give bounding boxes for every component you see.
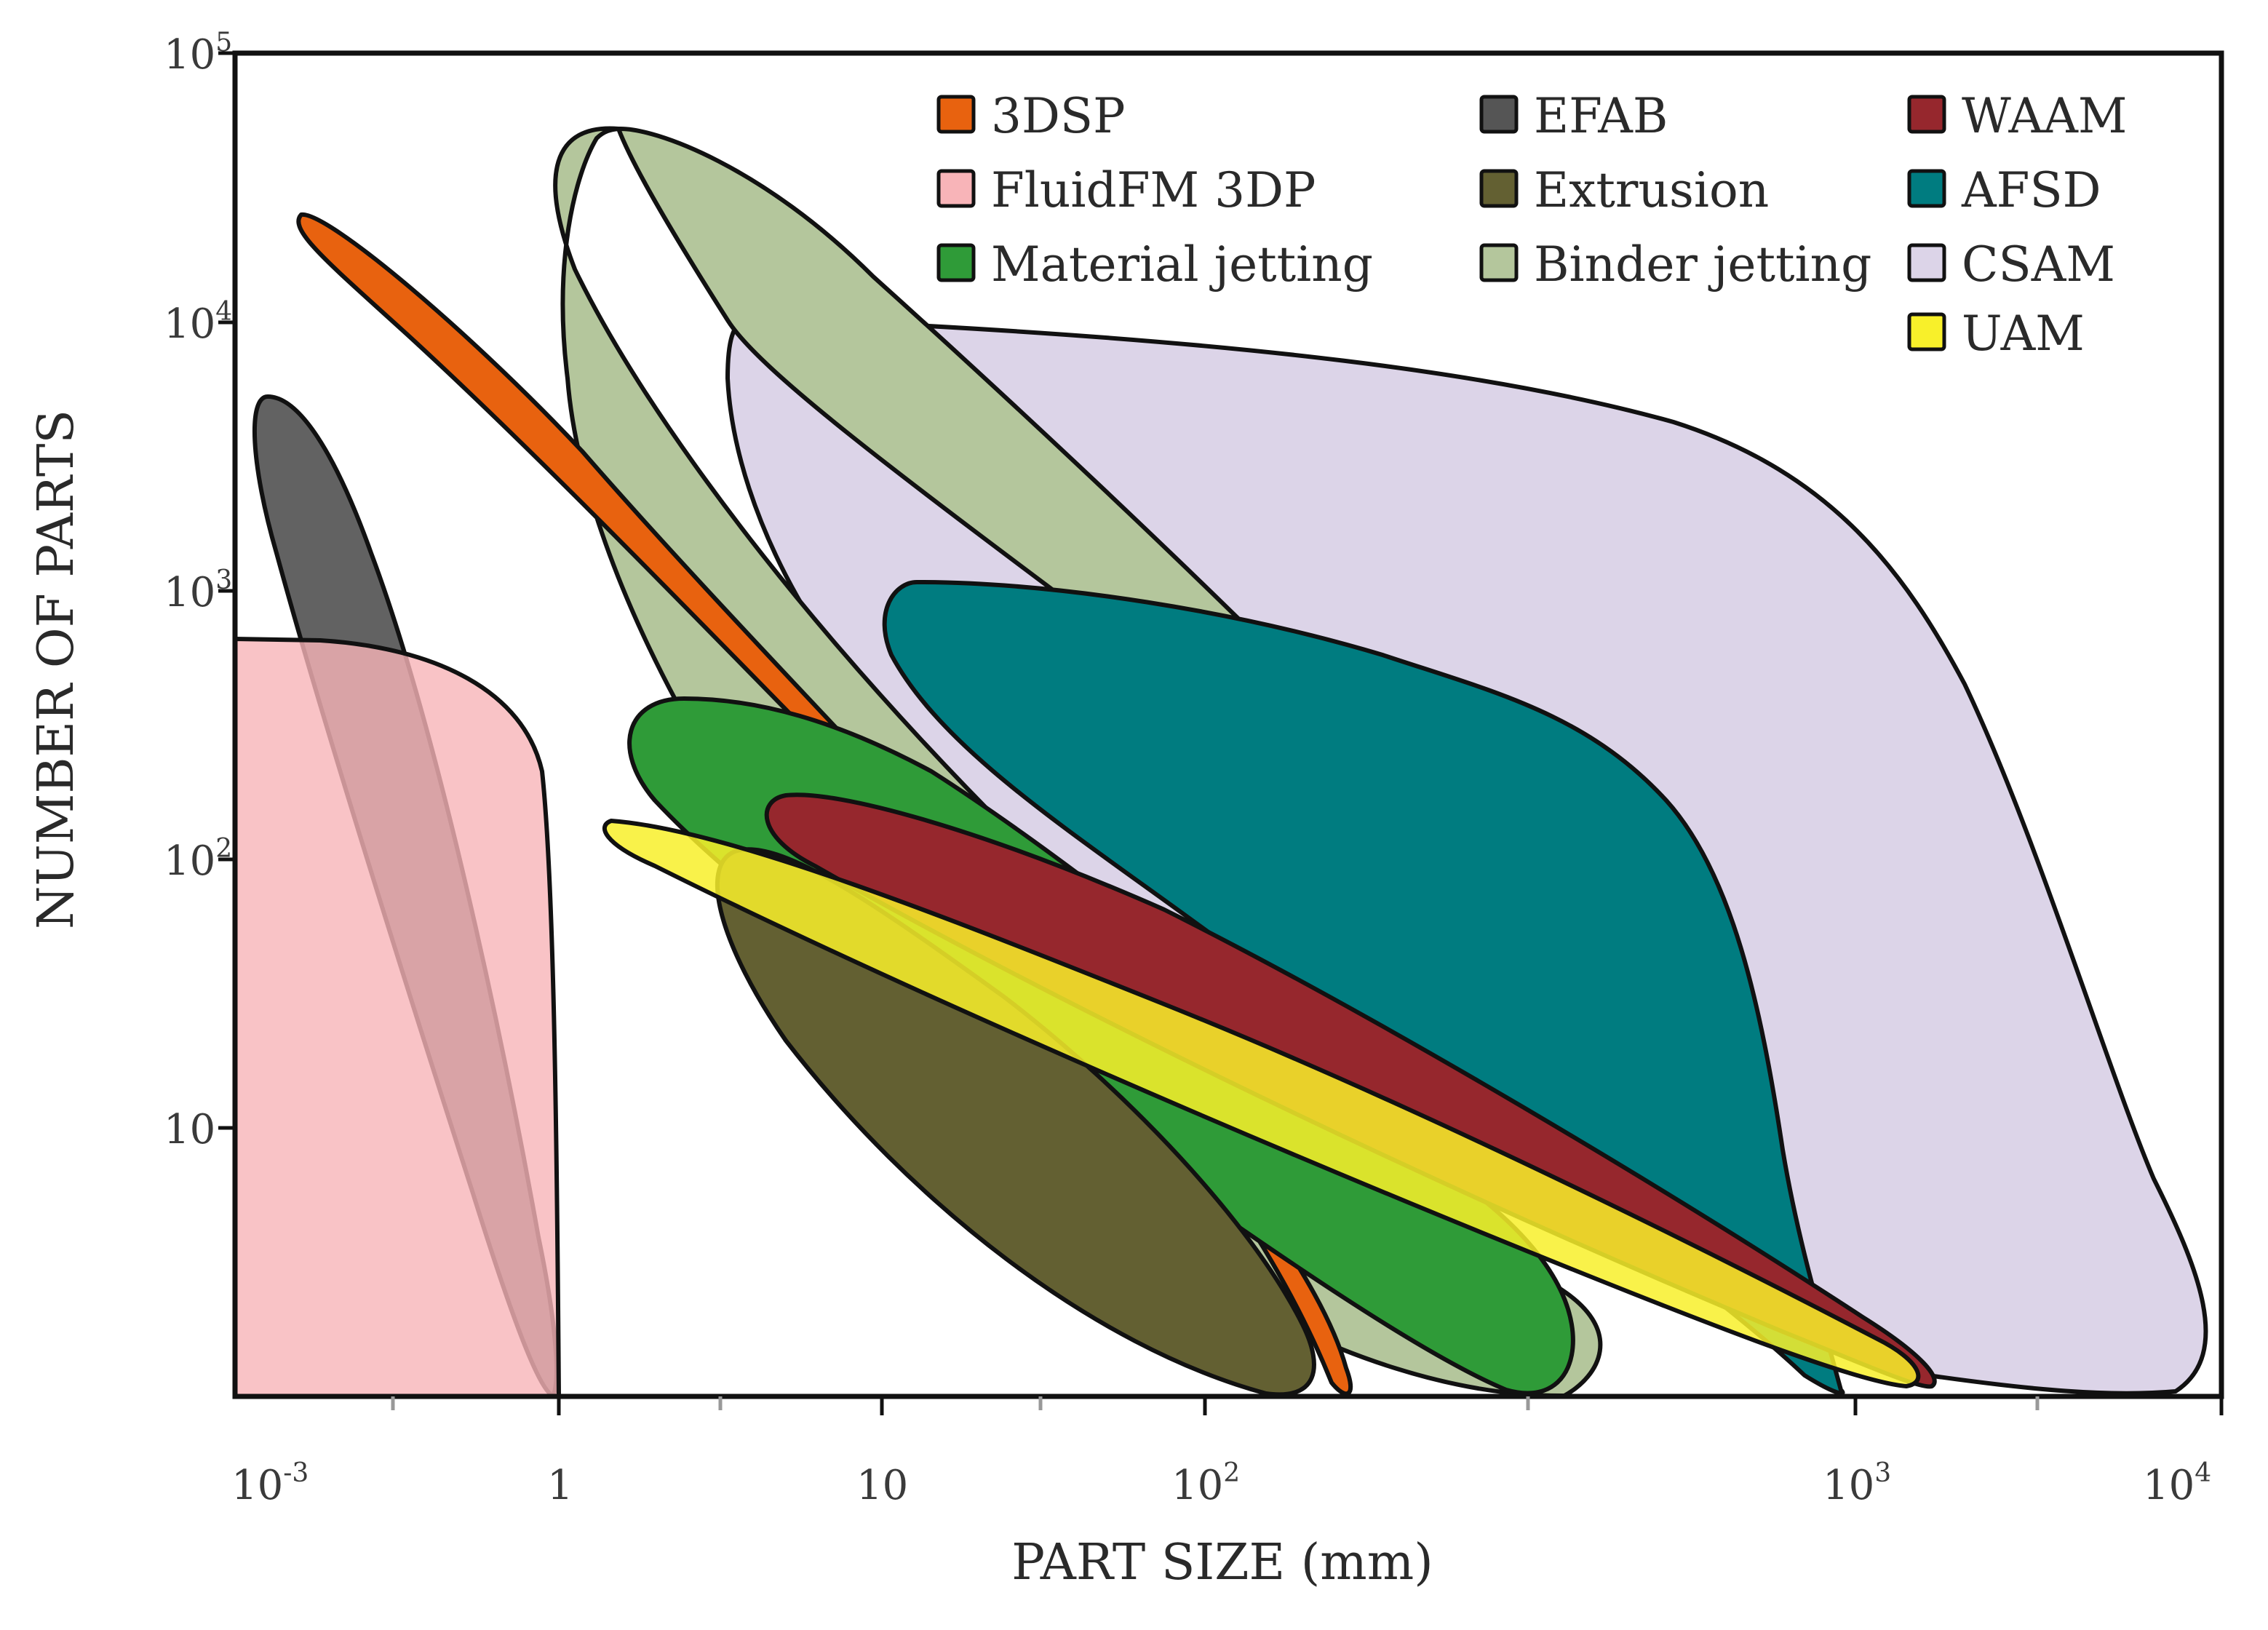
legend-label: Binder jetting xyxy=(1534,236,1871,293)
legend-item-matjet: Material jetting xyxy=(936,236,1373,293)
legend-swatch xyxy=(1907,95,1946,134)
y-tick-labels: 105 104 103 102 10 xyxy=(164,28,232,1153)
legend-label: FluidFM 3DP xyxy=(991,162,1316,218)
x-tick-label: 1 xyxy=(547,1462,573,1509)
y-tick-label: 103 xyxy=(164,565,232,616)
y-tick-label: 102 xyxy=(164,834,232,885)
y-tick-label: 10 xyxy=(164,1106,215,1153)
regions xyxy=(233,126,2208,1399)
legend-item-3dsp: 3DSP xyxy=(936,88,1126,144)
region-3dsp xyxy=(296,212,1353,1396)
legend-swatch xyxy=(936,243,976,282)
y-ticks xyxy=(218,51,235,1130)
legend: 3DSP FluidFM 3DP Material jetting EFAB E… xyxy=(936,88,2127,362)
legend-swatch xyxy=(1479,243,1519,282)
legend-swatch xyxy=(1907,243,1946,282)
legend-item-afsd: AFSD xyxy=(1907,162,2101,218)
legend-label: AFSD xyxy=(1961,162,2101,218)
y-tick-label: 104 xyxy=(164,297,232,348)
legend-item-uam: UAM xyxy=(1907,306,2085,362)
region-fluidfm xyxy=(233,637,561,1399)
x-tick-label: 103 xyxy=(1823,1458,1891,1509)
y-axis-title: NUMBER OF PARTS xyxy=(28,410,85,929)
x-tick-label: 10 xyxy=(856,1462,908,1509)
legend-swatch xyxy=(936,169,976,208)
x-tick-labels: 10-3 1 10 102 103 104 xyxy=(231,1458,2211,1509)
legend-label: Extrusion xyxy=(1534,162,1769,218)
legend-item-fluidfm: FluidFM 3DP xyxy=(936,162,1316,218)
legend-label: WAAM xyxy=(1962,88,2127,144)
legend-label: CSAM xyxy=(1962,236,2115,293)
region-uam xyxy=(602,819,1921,1388)
x-tick-label: 10-3 xyxy=(231,1458,309,1509)
legend-swatch xyxy=(1907,169,1946,208)
legend-item-csam: CSAM xyxy=(1907,236,2115,293)
x-axis-title: PART SIZE (mm) xyxy=(1011,1534,1433,1591)
legend-label: Material jetting xyxy=(991,236,1373,293)
legend-item-efab: EFAB xyxy=(1479,88,1668,144)
legend-label: 3DSP xyxy=(991,88,1126,144)
legend-swatch xyxy=(1479,169,1519,208)
plot-frame xyxy=(232,50,2224,1399)
legend-item-binder: Binder jetting xyxy=(1479,236,1871,293)
legend-label: EFAB xyxy=(1534,88,1668,144)
y-tick-label: 105 xyxy=(164,28,232,79)
x-tick-label: 102 xyxy=(1171,1458,1240,1509)
legend-swatch xyxy=(936,95,976,134)
legend-swatch xyxy=(1907,312,1946,351)
legend-item-waam: WAAM xyxy=(1907,88,2127,144)
x-tick-label: 104 xyxy=(2143,1458,2211,1509)
x-ticks xyxy=(391,1396,2224,1415)
legend-label: UAM xyxy=(1962,306,2085,362)
legend-swatch xyxy=(1479,95,1519,134)
legend-item-extrusion: Extrusion xyxy=(1479,162,1769,218)
